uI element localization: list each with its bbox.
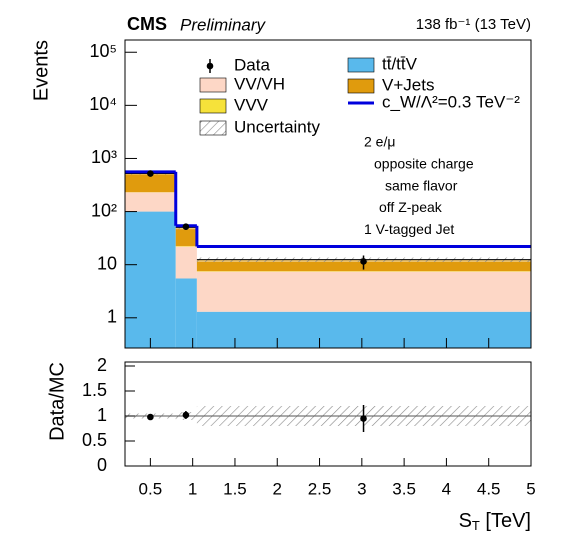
data-point: [360, 258, 367, 265]
x-tick-label: 3.5: [392, 479, 416, 498]
y-tick-label: 10²: [91, 200, 117, 220]
ratio-y-tick-label: 1: [97, 405, 107, 425]
experiment: CMS: [127, 14, 167, 34]
x-tick-label: 2.5: [308, 479, 332, 498]
x-tick-label: 4.5: [477, 479, 501, 498]
annotation: 2 e/μ: [364, 134, 395, 150]
y-axis-label: Events: [30, 40, 52, 101]
legend-label: Data: [234, 55, 270, 74]
legend-swatch: [347, 78, 375, 94]
data-point: [182, 223, 190, 230]
stack-bar: [125, 192, 176, 212]
ratio-point: [182, 411, 190, 419]
stack-bar: [175, 227, 197, 246]
annotation: 1 V-tagged Jet: [364, 221, 454, 237]
x-tick-label: 0.5: [139, 479, 163, 498]
stack-bar: [125, 173, 176, 193]
stack-bar: [175, 246, 197, 279]
data-point: [147, 170, 154, 177]
annotation: same flavor: [385, 177, 458, 193]
ratio-point: [147, 413, 154, 421]
stack-bar: [125, 211, 176, 348]
x-tick-label: 1.5: [223, 479, 247, 498]
x-tick-label: 3: [357, 479, 366, 498]
x-tick-label: 4: [442, 479, 451, 498]
ratio-frame: [124, 361, 532, 467]
ratio-y-tick-label: 0: [97, 455, 107, 475]
frame: [124, 39, 532, 349]
stack-bar: [175, 245, 197, 247]
y-tick-label: 10⁴: [89, 94, 117, 114]
x-label-sub: T: [472, 518, 480, 533]
ratio-y-tick-label: 0.5: [82, 430, 107, 450]
legend-label: Uncertainty: [234, 117, 320, 136]
ratio-y-tick-label: 2: [97, 355, 107, 375]
ratio-y-tick-label: 1.5: [82, 380, 107, 400]
y-tick-label: 1: [107, 307, 117, 327]
ratio-point: [360, 415, 367, 422]
legend-swatch: [199, 77, 227, 93]
y-tick-label: 10⁵: [90, 41, 117, 61]
x-tick-label: 2: [273, 479, 282, 498]
stack-bar: [196, 271, 532, 312]
legend-label: VV/VH: [234, 74, 285, 93]
legend-label: V+Jets: [382, 75, 434, 94]
legend-data-marker: [206, 62, 214, 70]
x-axis-label: ST [TeV]: [459, 510, 531, 533]
y-tick-label: 10³: [91, 147, 117, 167]
y-tick-label: 10: [97, 253, 117, 273]
x-tick-label: 1: [188, 479, 197, 498]
lumi: 138 fb⁻¹ (13 TeV): [416, 16, 531, 33]
annotation: opposite charge: [374, 156, 474, 172]
x-label-main: S: [459, 510, 472, 532]
legend-label: c_W/Λ²=0.3 TeV⁻²: [382, 92, 520, 111]
x-label-unit: [TeV]: [480, 510, 531, 532]
legend-label: tt̄/tt̄V: [382, 54, 418, 73]
stack-bar: [175, 278, 197, 348]
legend-label: VVV: [234, 95, 269, 114]
ratio-y-axis-label: Data/MC: [46, 362, 68, 441]
x-tick-label: 5: [526, 479, 535, 498]
legend-swatch: [347, 57, 375, 73]
annotation: off Z-peak: [379, 199, 443, 215]
status: Preliminary: [180, 15, 267, 34]
stack-bar: [196, 311, 532, 348]
legend-swatch: [199, 98, 227, 114]
legend-swatch: [199, 120, 227, 136]
